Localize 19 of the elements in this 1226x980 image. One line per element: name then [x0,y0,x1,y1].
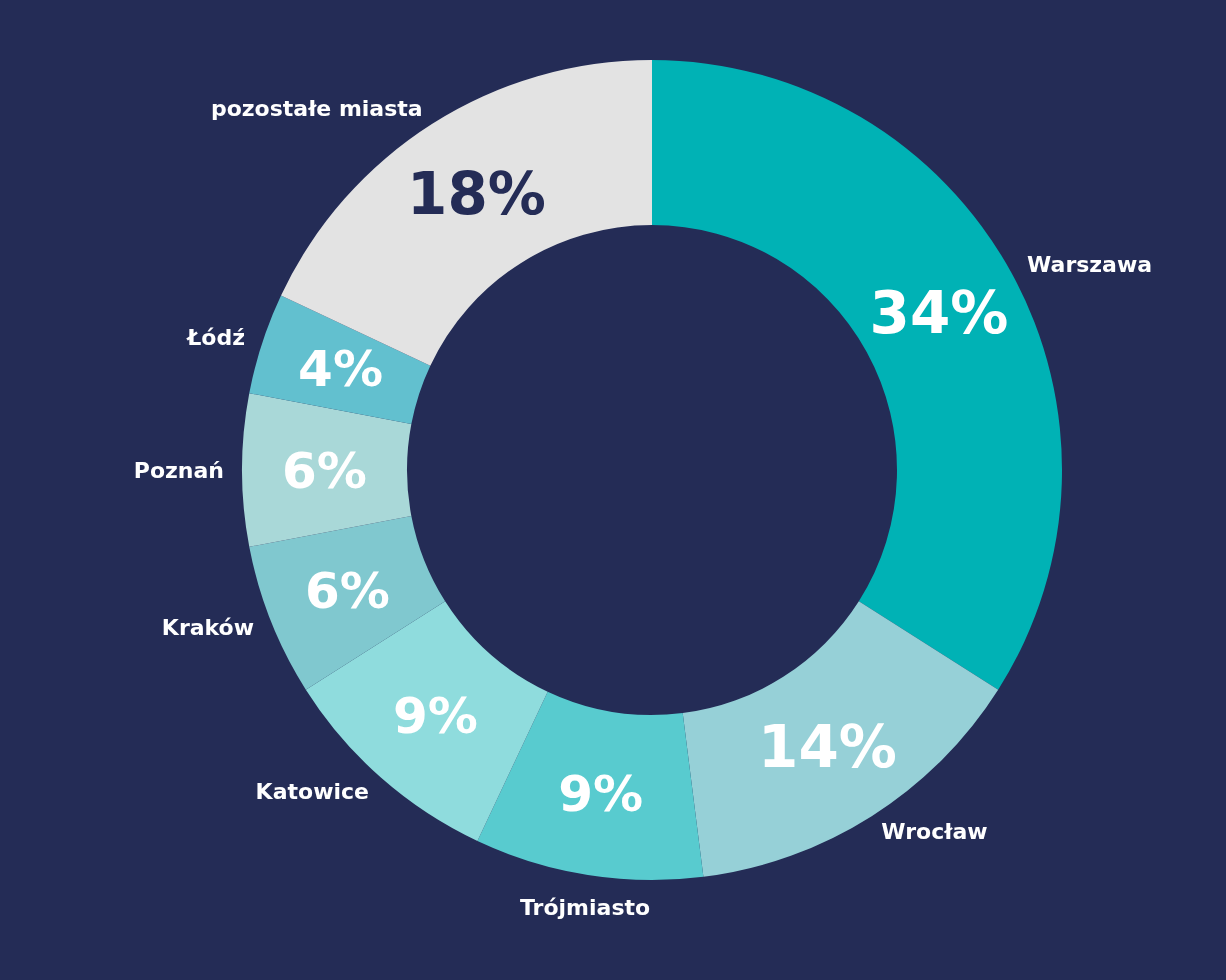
donut-slice [242,393,412,547]
data-label: 14% [758,712,897,781]
slice-label: Kraków [161,615,255,641]
slice-label: Wrocław [881,819,988,845]
data-label: 18% [407,159,546,228]
donut-slice [477,691,704,880]
data-label: 6% [305,562,390,621]
slice-label: Trójmiasto [519,894,651,920]
slice-label: pozostałe miasta [210,96,423,122]
data-label: 6% [282,441,367,500]
data-label: 4% [298,340,383,399]
slice-label: Katowice [255,778,369,804]
slice-label: Poznań [133,457,224,483]
slice-label: Warszawa [1027,251,1153,277]
data-label: 9% [392,687,478,746]
data-label: 34% [869,278,1009,347]
data-label: 9% [558,764,644,823]
slice-label: Łódź [186,325,245,351]
donut-slice [682,601,999,877]
